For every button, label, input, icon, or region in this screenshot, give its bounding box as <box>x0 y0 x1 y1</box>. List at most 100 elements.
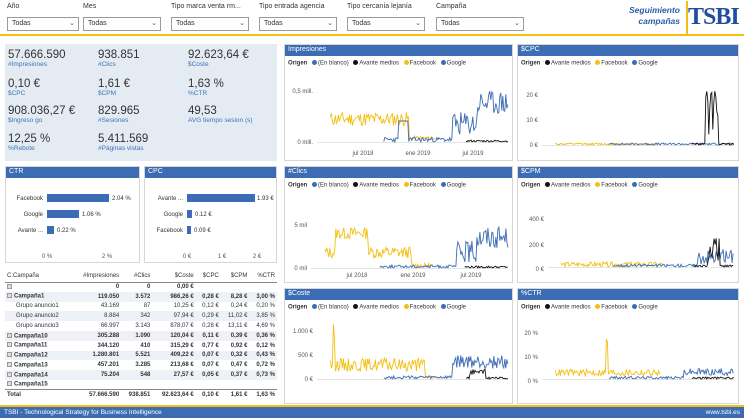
chart-legend: Origen Avante medios Facebook Google <box>521 60 658 67</box>
table-row[interactable]: Campaña14 75.204 548 27,57 € 0,05 € 0,37 € 0,7… <box>5 370 277 380</box>
impresiones-chart-panel[interactable]: Impresiones Origen (En blanco) Avante me… <box>284 44 513 161</box>
cpc-bar-chart-panel[interactable]: CPC Avante ... 1.93 € Google 0.12 € Face… <box>144 166 277 263</box>
legend-item[interactable]: Google <box>440 60 466 67</box>
google-series-line <box>379 225 509 270</box>
column-header-ctr[interactable]: %CTR <box>249 270 277 283</box>
legend-item[interactable]: Facebook <box>403 60 436 67</box>
legend-item[interactable]: Avante medios <box>545 304 591 311</box>
filter-brand-type-select[interactable]: Todas ⌄ <box>171 17 249 31</box>
ctr-bar-chart-panel[interactable]: CTR Facebook 2.04 % Google 1.06 % Avante… <box>5 166 140 263</box>
kpi-label: %Rebote <box>8 145 35 152</box>
expand-toggle-icon[interactable] <box>7 352 12 358</box>
table-row[interactable]: Campaña10 305.288 1.090 120,04 € 0,11 € 0,39 … <box>5 330 277 341</box>
table-cell <box>221 380 250 390</box>
column-header-campaign[interactable]: C.Campaña <box>5 270 73 283</box>
avante-series-line <box>692 238 734 268</box>
cpc-chart-panel[interactable]: $CPC Origen Avante medios Facebook Googl… <box>517 44 739 161</box>
y-tick: 10 % <box>524 355 538 361</box>
filter-month[interactable]: Mes Todas ⌄ <box>83 3 161 31</box>
table-row[interactable]: Grupo anuncio3 66.997 3.143 878,07 € 0,28 € 1… <box>5 321 277 331</box>
table-row[interactable]: Campaña11 344.120 410 315,29 € 0,77 € 0,92 € 0… <box>5 341 277 351</box>
legend-item[interactable]: Google <box>440 304 466 311</box>
filter-agency-entry-select[interactable]: Todas ⌄ <box>259 17 337 31</box>
expand-toggle-icon[interactable] <box>7 293 12 299</box>
filter-proximity-select[interactable]: Todas ⌄ <box>347 17 425 31</box>
expand-toggle-icon[interactable] <box>7 283 12 289</box>
bar[interactable] <box>47 194 109 202</box>
logo-text: TSBI <box>688 4 740 30</box>
table-row[interactable]: Grupo anuncio2 8.884 342 97,94 € 0,29 € 11,02… <box>5 311 277 322</box>
legend-item[interactable]: Facebook <box>595 182 628 189</box>
column-header-cpm[interactable]: $CPM <box>220 270 250 283</box>
dashboard-title: Seguimiento campañas <box>616 5 680 27</box>
cell-text: 3.285 <box>135 362 151 369</box>
bar[interactable] <box>187 194 255 202</box>
bar[interactable] <box>47 210 79 218</box>
column-header-coste[interactable]: $Coste <box>152 270 196 283</box>
table-row[interactable]: Grupo anuncio1 43.169 87 10,25 € 0,12 € 0,24 … <box>5 302 277 312</box>
clics-chart-panel[interactable]: #Clics Origen (En blanco) Avante medios … <box>284 166 513 283</box>
cell-text: 3.143 <box>135 323 151 330</box>
filter-agency-entry[interactable]: Tipo entrada agencia Todas ⌄ <box>259 3 337 31</box>
legend-item[interactable]: Facebook <box>595 304 628 311</box>
bar[interactable] <box>47 226 54 234</box>
panel-title: CPC <box>145 167 276 178</box>
legend-item[interactable]: Avante medios <box>545 60 591 67</box>
expand-toggle-icon[interactable] <box>7 362 12 368</box>
cell-text: 11,02 € <box>227 313 248 320</box>
kpi-value: 1,63 % <box>188 78 224 90</box>
cell-text: Grupo anuncio1 <box>16 303 59 310</box>
filter-proximity[interactable]: Tipo cercanía lejanía Todas ⌄ <box>347 3 425 31</box>
table-row[interactable]: 0 0 0,00 € <box>5 282 277 292</box>
expand-toggle-icon[interactable] <box>7 342 12 348</box>
column-header-impresiones[interactable]: #Impresiones <box>72 270 122 283</box>
legend-item[interactable]: Avante medios <box>353 304 399 311</box>
legend-item[interactable]: Google <box>632 60 658 67</box>
expand-toggle-icon[interactable] <box>7 332 12 338</box>
table-row[interactable]: Campaña1 119.050 3.572 986,26 € 0,28 € 8,28 €… <box>5 291 277 302</box>
bar[interactable] <box>187 226 191 234</box>
filter-campaign[interactable]: Campaña Todas ⌄ <box>436 3 524 31</box>
filter-year[interactable]: Año Todas ⌄ <box>7 3 79 31</box>
table-cell: 3.285 <box>121 360 152 370</box>
bar[interactable] <box>187 210 192 218</box>
table-cell: 4,69 % <box>249 321 277 331</box>
legend-item[interactable]: Avante medios <box>353 182 399 189</box>
legend-item[interactable]: Google <box>632 304 658 311</box>
cell-text: 1.090 <box>135 332 151 339</box>
filter-brand-type[interactable]: Tipo marca venta rm... Todas ⌄ <box>171 3 249 31</box>
legend-title: Origen <box>288 60 308 67</box>
table-cell: 315,29 € <box>152 341 195 351</box>
legend-item[interactable]: Google <box>440 182 466 189</box>
table-row[interactable]: Campaña13 457.201 3.285 213,68 € 0,07 € 0,47 … <box>5 360 277 370</box>
coste-chart-panel[interactable]: $Coste Origen (En blanco) Avante medios … <box>284 288 513 404</box>
legend-item[interactable]: Google <box>632 182 658 189</box>
column-header-clics[interactable]: #Clics <box>121 270 153 283</box>
legend-item[interactable]: Facebook <box>595 60 628 67</box>
table-row[interactable]: Campaña15 <box>5 380 277 390</box>
footer-website-link[interactable]: www.tsbi.es <box>705 409 740 416</box>
legend-item[interactable]: (En blanco) <box>312 304 349 311</box>
chevron-down-icon: ⌄ <box>151 20 157 27</box>
filter-campaign-select[interactable]: Todas ⌄ <box>436 17 524 31</box>
legend-item[interactable]: Avante medios <box>545 182 591 189</box>
table-cell: 66.997 <box>73 321 122 331</box>
legend-item[interactable]: (En blanco) <box>312 60 349 67</box>
cell-text: 548 <box>140 372 151 379</box>
ctr-chart-panel[interactable]: %CTR Origen Avante medios Facebook Googl… <box>517 288 739 404</box>
cpm-chart-panel[interactable]: $CPM Origen Avante medios Facebook Googl… <box>517 166 739 283</box>
table-cell <box>5 282 73 292</box>
column-header-cpc[interactable]: $CPC <box>195 270 221 283</box>
coste-line-chart: 1.000 € 500 € 0 € <box>293 324 509 383</box>
legend-item[interactable]: (En blanco) <box>312 182 349 189</box>
filter-month-select[interactable]: Todas ⌄ <box>83 17 161 31</box>
legend-item[interactable]: Facebook <box>403 304 436 311</box>
legend-item[interactable]: Avante medios <box>353 60 399 67</box>
legend-item[interactable]: Facebook <box>403 182 436 189</box>
cell-text: Campaña10 <box>14 333 48 340</box>
legend-label: Facebook <box>601 60 628 67</box>
table-row[interactable]: Campaña12 1.280.801 5.521 409,22 € 0,07 € 0,3… <box>5 350 277 361</box>
expand-toggle-icon[interactable] <box>7 381 12 387</box>
filter-year-select[interactable]: Todas ⌄ <box>7 17 79 31</box>
expand-toggle-icon[interactable] <box>7 371 12 377</box>
